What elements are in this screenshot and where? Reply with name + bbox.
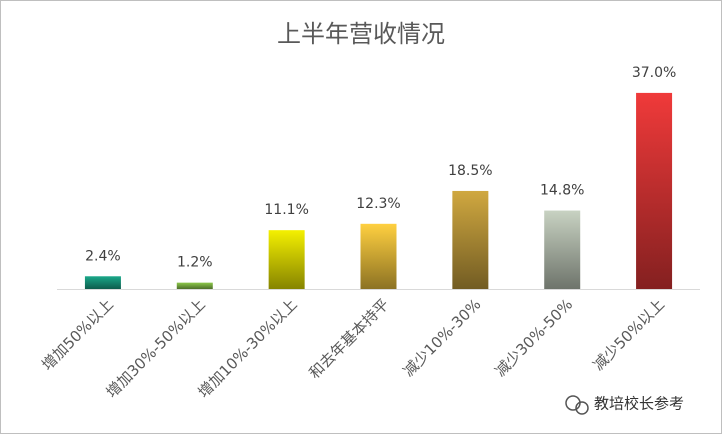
chart-title: 上半年营收情况 [277,20,445,48]
value-label: 12.3% [356,196,400,212]
bar [636,92,673,290]
value-label: 37.0% [632,65,676,81]
bar [176,282,213,289]
watermark-icon [565,395,589,415]
value-label: 14.8% [540,183,584,199]
bar [544,210,581,289]
value-label: 11.1% [264,202,308,218]
bar [268,230,305,289]
bar [84,276,121,289]
bar [452,190,489,289]
value-label: 2.4% [85,248,121,264]
value-label: 18.5% [448,163,492,179]
value-label: 1.2% [177,255,213,271]
watermark: 教培校长参考 [594,395,684,413]
bar [360,223,397,289]
